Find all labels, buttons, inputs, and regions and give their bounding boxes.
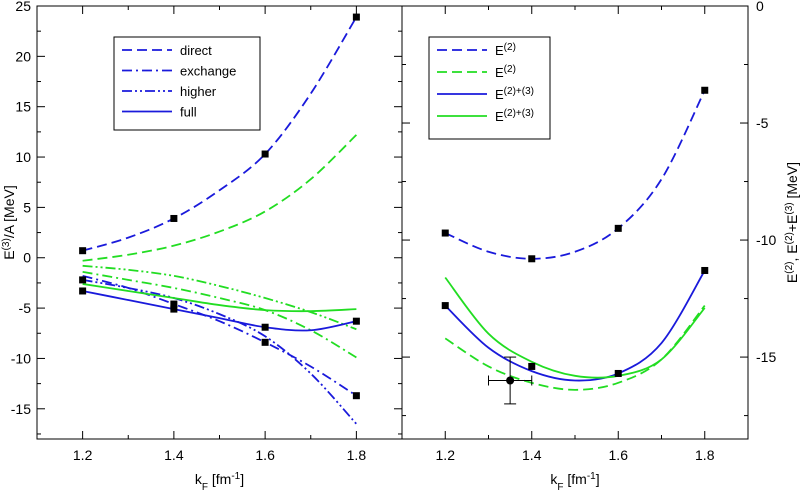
right-legend-label: E(2)+(3) [495, 86, 534, 103]
right-x-tick-label: 1.2 [436, 447, 456, 463]
left-data-marker [261, 150, 269, 158]
left-x-tick-label: 1.2 [73, 447, 93, 463]
left-x-tick-label: 1.6 [255, 447, 275, 463]
right-x-tick-label: 1.8 [695, 447, 715, 463]
right-plot-area [441, 86, 709, 405]
right-panel: 1.2 1.4 1.6 1.8 -15 -10 -5 0 kF [fm-1] E(2), E(2)… [401, 0, 801, 492]
right-data-marker [701, 266, 709, 274]
left-x-tick-label: 1.8 [347, 447, 367, 463]
left-y-tick-label: 15 [15, 99, 31, 115]
right-series-line [444, 270, 706, 382]
right-series-line [444, 305, 706, 391]
right-x-tick-label: 1.6 [609, 447, 629, 463]
right-data-marker [528, 255, 536, 263]
right-legend: E(2) E(2) E(2)+(3) E(2)+(3) [428, 36, 551, 140]
empirical-point [506, 376, 515, 385]
right-y-tick-label: -15 [756, 349, 776, 365]
right-x-axis-title: kF [fm-1] [550, 471, 599, 492]
right-legend-label: E(2) [495, 64, 516, 81]
left-y-tick-label: -15 [11, 401, 31, 417]
right-data-marker [701, 86, 709, 94]
left-x-tick-label: 1.4 [164, 447, 184, 463]
left-legend: direct exchange higher full [113, 36, 261, 131]
left-y-tick-label: -5 [19, 300, 32, 316]
right-y-tick-label: 0 [756, 0, 764, 14]
left-legend-label: exchange [180, 64, 236, 79]
right-data-marker [441, 302, 449, 310]
left-data-marker [261, 323, 269, 331]
left-panel: 1.2 1.4 1.6 1.8 -15 -10 -5 0 5 10 15 20 25 kF [fm-1] E… [1, 0, 403, 492]
left-y-tick-label: 5 [23, 199, 31, 215]
left-data-marker [79, 276, 87, 284]
left-data-marker [170, 300, 178, 308]
left-data-marker [352, 317, 360, 325]
left-y-tick-label: -10 [11, 350, 31, 366]
left-data-marker [170, 214, 178, 222]
left-data-marker [352, 392, 360, 400]
right-y-tick-label: -10 [756, 232, 776, 248]
left-y-tick-label: 10 [15, 149, 31, 165]
left-plot-area [79, 13, 360, 425]
right-data-marker [441, 229, 449, 237]
left-data-marker [79, 287, 87, 295]
left-y-axis-title: E(3)/A [MeV] [1, 185, 18, 260]
right-y-tick-label: -5 [756, 115, 769, 131]
right-legend-label: E(2)+(3) [495, 108, 534, 125]
left-series-line [82, 134, 358, 262]
left-data-marker [261, 338, 269, 346]
left-y-tick-label: 25 [15, 0, 31, 14]
left-y-tick-label: 20 [15, 48, 31, 64]
right-data-marker [614, 224, 622, 232]
left-legend-box [113, 36, 261, 131]
right-data-marker [614, 369, 622, 377]
left-series-line [82, 283, 357, 313]
right-legend-label: E(2) [495, 42, 516, 59]
left-series-line [82, 270, 357, 359]
right-series-line [444, 89, 706, 260]
left-legend-label: higher [180, 84, 217, 99]
left-data-marker [352, 13, 360, 21]
left-legend-label: direct [180, 43, 212, 58]
right-data-marker [528, 362, 536, 370]
left-data-marker [79, 247, 87, 255]
right-legend-box [428, 36, 551, 140]
right-y-axis-title: E(2), E(2)+E(3) [MeV] [784, 162, 801, 283]
left-x-axis-title: kF [fm-1] [195, 471, 244, 492]
left-y-tick-label: 0 [23, 250, 31, 266]
left-series-line [82, 279, 358, 425]
right-series-line [444, 276, 706, 379]
left-series-line [82, 290, 357, 332]
right-x-tick-label: 1.4 [522, 447, 542, 463]
left-series-line [82, 16, 358, 252]
left-data-marker [170, 305, 178, 313]
left-legend-label: full [180, 105, 197, 120]
left-series-line [82, 264, 357, 331]
